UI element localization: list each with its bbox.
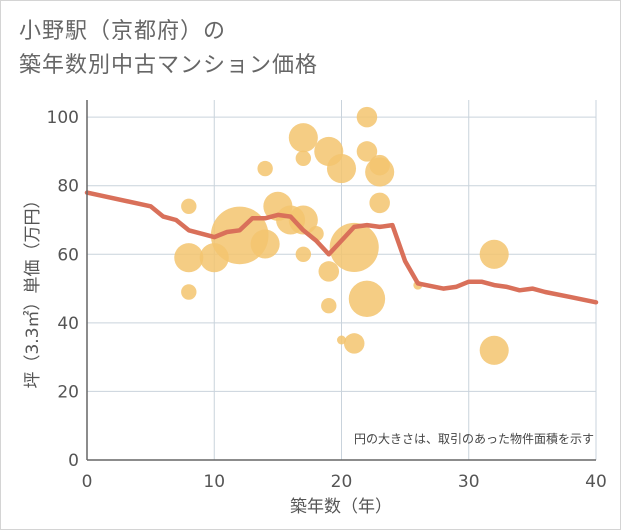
x-tick-label: 0: [82, 472, 93, 492]
x-tick-label: 20: [331, 472, 353, 492]
y-tick-label: 20: [57, 382, 79, 402]
trend-line-layer: [84, 190, 599, 305]
y-axis-title: 坪（3.3㎡）単価（万円）: [23, 191, 43, 388]
data-bubble: [257, 160, 273, 177]
x-tick-label: 40: [585, 472, 607, 492]
data-bubble: [365, 157, 395, 187]
data-bubble: [295, 150, 312, 166]
data-bubble: [479, 239, 509, 269]
data-bubble: [337, 335, 346, 345]
data-bubble: [181, 198, 197, 214]
chart-annotation: 円の大きさは、取引のあった物件面積を示す: [354, 431, 594, 446]
data-bubble: [288, 205, 318, 235]
data-bubble: [288, 123, 318, 153]
x-tick-label: 30: [458, 472, 480, 492]
data-bubble: [343, 333, 365, 354]
average-price-line: [84, 190, 599, 305]
data-bubble: [329, 222, 379, 272]
y-tick-label: 80: [57, 177, 79, 197]
data-bubble: [356, 141, 378, 162]
chart-title: 小野駅（京都府）の 築年数別中古マンション価格: [19, 15, 579, 83]
x-axis-title: 築年数（年）: [290, 497, 392, 517]
data-bubble: [295, 246, 312, 262]
chart-title-line-2: 築年数別中古マンション価格: [19, 53, 319, 78]
data-bubble: [318, 261, 340, 282]
bubble-layer: [174, 106, 509, 365]
axes: [86, 100, 596, 461]
data-bubble: [326, 154, 357, 184]
data-bubble: [250, 229, 280, 259]
data-bubble: [369, 192, 390, 214]
data-bubble: [321, 298, 337, 314]
data-bubble: [174, 243, 204, 273]
data-bubble: [348, 280, 386, 318]
y-tick-labels: 0 20 40 60 80 100: [47, 108, 79, 471]
data-bubble: [479, 335, 509, 365]
y-tick-label: 100: [47, 108, 79, 128]
y-tick-label: 0: [68, 451, 79, 471]
data-bubble: [356, 106, 378, 128]
y-tick-label: 60: [57, 245, 79, 265]
x-tick-label: 10: [203, 472, 225, 492]
y-tick-label: 40: [57, 314, 79, 334]
chart-title-line-1: 小野駅（京都府）の: [19, 19, 227, 44]
x-tick-labels: 0 10 20 30 40: [82, 472, 607, 492]
data-bubble: [181, 284, 197, 300]
